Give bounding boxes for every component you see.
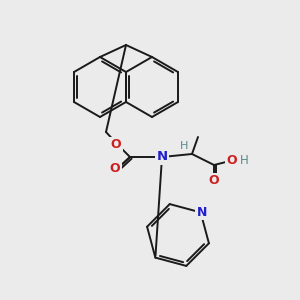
Text: O: O: [111, 139, 121, 152]
Text: H: H: [240, 154, 248, 166]
Text: O: O: [110, 163, 120, 176]
Text: O: O: [227, 154, 237, 167]
Text: H: H: [180, 141, 188, 151]
Text: N: N: [196, 206, 207, 219]
Text: N: N: [156, 151, 168, 164]
Text: O: O: [209, 175, 219, 188]
